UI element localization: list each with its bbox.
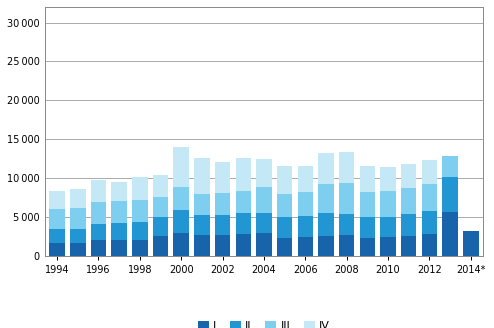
Bar (111, 223, 127, 240)
Bar (111, 182, 127, 201)
Bar (401, 188, 416, 214)
Bar (153, 175, 168, 197)
Bar (111, 201, 127, 223)
Bar (401, 236, 416, 256)
Bar (132, 176, 148, 200)
Legend: I, II, III, IV: I, II, III, IV (193, 316, 335, 328)
Bar (111, 240, 127, 256)
Bar (318, 184, 334, 213)
Bar (318, 213, 334, 236)
Bar (297, 192, 313, 216)
Bar (339, 214, 354, 235)
Bar (442, 212, 458, 256)
Bar (297, 216, 313, 237)
Bar (463, 231, 479, 256)
Bar (256, 187, 272, 213)
Bar (153, 197, 168, 217)
Bar (70, 189, 85, 208)
Bar (215, 215, 230, 235)
Bar (49, 209, 65, 229)
Bar (442, 177, 458, 212)
Bar (173, 187, 189, 210)
Bar (153, 217, 168, 236)
Bar (236, 191, 251, 213)
Bar (318, 153, 334, 184)
Bar (236, 213, 251, 234)
Bar (360, 238, 375, 256)
Bar (422, 160, 437, 183)
Bar (360, 217, 375, 238)
Bar (256, 159, 272, 187)
Bar (318, 236, 334, 256)
Bar (215, 235, 230, 256)
Bar (256, 233, 272, 256)
Bar (401, 164, 416, 188)
Bar (236, 234, 251, 256)
Bar (380, 237, 396, 256)
Bar (173, 233, 189, 256)
Bar (422, 234, 437, 256)
Bar (132, 222, 148, 239)
Bar (360, 166, 375, 192)
Bar (173, 210, 189, 233)
Bar (236, 158, 251, 191)
Bar (215, 193, 230, 215)
Bar (215, 162, 230, 193)
Bar (49, 229, 65, 243)
Bar (297, 166, 313, 192)
Bar (339, 152, 354, 183)
Bar (70, 243, 85, 256)
Bar (401, 214, 416, 236)
Bar (194, 215, 209, 235)
Bar (297, 237, 313, 256)
Bar (380, 167, 396, 191)
Bar (256, 213, 272, 233)
Bar (194, 235, 209, 256)
Bar (49, 243, 65, 256)
Bar (70, 229, 85, 243)
Bar (380, 191, 396, 217)
Bar (277, 217, 292, 238)
Bar (360, 192, 375, 217)
Bar (91, 239, 106, 256)
Bar (277, 166, 292, 194)
Bar (91, 224, 106, 239)
Bar (422, 211, 437, 234)
Bar (132, 200, 148, 222)
Bar (339, 183, 354, 214)
Bar (380, 217, 396, 237)
Bar (194, 158, 209, 195)
Bar (442, 156, 458, 177)
Bar (132, 239, 148, 256)
Bar (277, 194, 292, 217)
Bar (153, 236, 168, 256)
Bar (49, 191, 65, 209)
Bar (339, 235, 354, 256)
Bar (70, 208, 85, 229)
Bar (277, 238, 292, 256)
Bar (91, 202, 106, 224)
Bar (91, 180, 106, 202)
Bar (173, 147, 189, 187)
Bar (422, 183, 437, 211)
Bar (194, 195, 209, 215)
